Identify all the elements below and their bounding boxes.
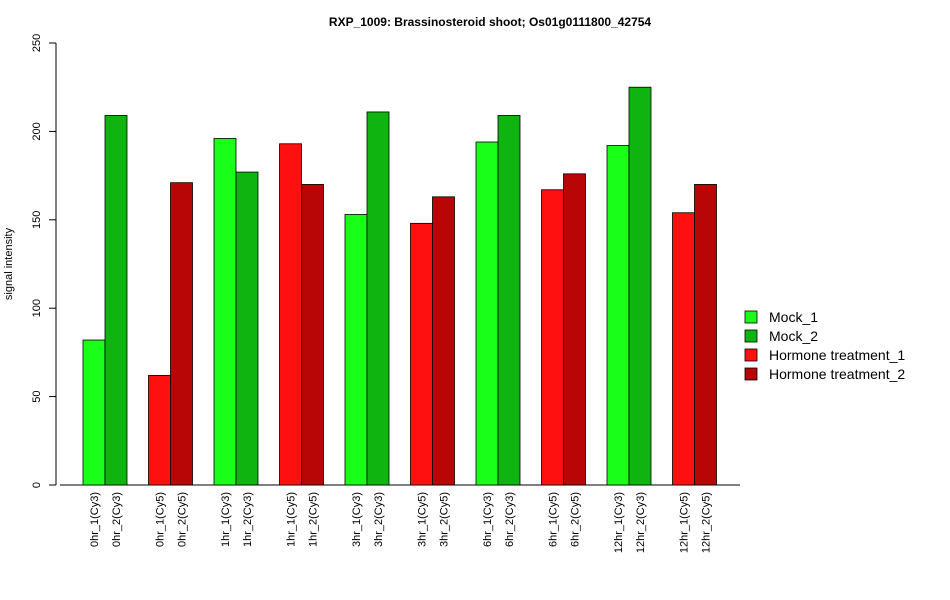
x-tick-label: 12hr_1(Cy3) (613, 492, 625, 553)
x-tick-label: 3hr_1(Cy5) (417, 492, 429, 547)
bar (628, 86, 652, 486)
bar (148, 374, 171, 486)
x-tick-label: 6hr_1(Cy3) (482, 492, 494, 547)
x-tick-label: 12hr_2(Cy5) (701, 492, 713, 553)
y-tick-label: 0 (31, 482, 43, 488)
x-tick-label: 1hr_2(Cy3) (242, 492, 254, 547)
bar (279, 143, 302, 486)
chart-title: RXP_1009: Brassinosteroid shoot; Os01g01… (329, 15, 652, 29)
x-tick-label: 1hr_1(Cy3) (220, 492, 232, 547)
bar (606, 145, 630, 486)
bar (344, 214, 368, 486)
legend-swatch (744, 329, 758, 343)
legend-label: Hormone treatment_2 (769, 366, 905, 382)
bars (82, 86, 717, 486)
y-tick-label: 100 (31, 299, 43, 317)
legend: Mock_1 Mock_2 Hormone treatment_1 Hormone t… (744, 309, 905, 382)
bar (104, 115, 128, 486)
bar (410, 222, 433, 486)
bar (366, 111, 390, 486)
x-tick-label: 3hr_2(Cy5) (439, 492, 451, 547)
x-tick-label: 0hr_2(Cy5) (177, 492, 189, 547)
y-tick-label: 50 (31, 390, 43, 402)
x-tick-label: 1hr_2(Cy5) (308, 492, 320, 547)
legend-label: Mock_1 (769, 309, 818, 325)
bar (497, 115, 521, 486)
y-tick-label: 250 (31, 34, 43, 52)
bar (235, 171, 259, 486)
y-axis-title: signal intensity (3, 227, 15, 300)
x-tick-label: 3hr_2(Cy3) (373, 492, 385, 547)
x-tick-label: 0hr_1(Cy3) (89, 492, 101, 547)
x-tick-labels: 0hr_1(Cy3) 0hr_2(Cy3) 0hr_1(Cy5) 0hr_2(Cy5)… (89, 492, 713, 553)
bar (563, 173, 586, 486)
legend-swatch (744, 310, 758, 324)
x-tick-label: 3hr_1(Cy3) (351, 492, 363, 547)
x-tick-label: 6hr_2(Cy5) (570, 492, 582, 547)
bar (82, 339, 106, 486)
bar (541, 189, 564, 486)
x-tick-label: 6hr_1(Cy5) (548, 492, 560, 547)
y-tick-label: 200 (31, 122, 43, 140)
x-tick-label: 6hr_2(Cy3) (504, 492, 516, 547)
x-tick-label: 12hr_1(Cy5) (679, 492, 691, 553)
legend-label: Hormone treatment_1 (769, 347, 905, 363)
legend-label: Mock_2 (769, 328, 818, 344)
x-tick-label: 0hr_2(Cy3) (111, 492, 123, 547)
x-tick-label: 0hr_1(Cy5) (155, 492, 167, 547)
bar (672, 212, 695, 486)
y-axis: 0 50 100 150 200 250 (31, 34, 57, 488)
y-tick-label: 150 (31, 211, 43, 229)
bar (475, 141, 499, 486)
bar (170, 182, 193, 486)
bar (301, 184, 324, 486)
x-tick-label: 1hr_1(Cy5) (286, 492, 298, 547)
legend-swatch (744, 348, 758, 362)
bar (432, 196, 455, 486)
bar (213, 138, 237, 486)
legend-swatch (744, 367, 758, 381)
bar (694, 184, 717, 486)
x-tick-label: 12hr_2(Cy3) (635, 492, 647, 553)
